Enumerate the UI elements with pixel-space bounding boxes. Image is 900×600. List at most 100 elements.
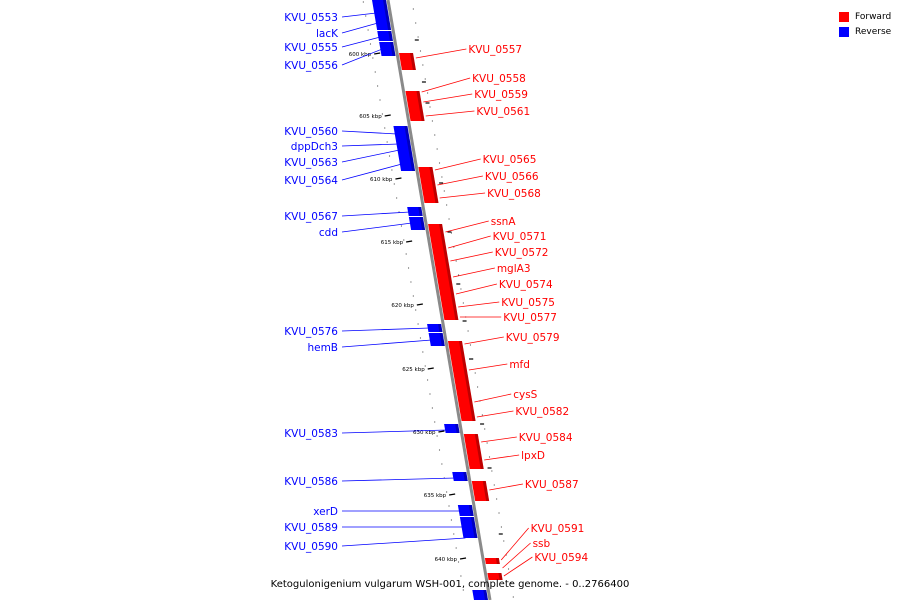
leader-line <box>341 339 432 348</box>
forward-gene-block <box>433 255 450 268</box>
block-shade <box>409 158 416 171</box>
forward-gene-block <box>460 413 476 421</box>
reverse-gene-block <box>444 424 460 433</box>
block-shade <box>416 91 421 96</box>
forward-gene-block <box>418 167 435 178</box>
backbone-dots <box>362 1 514 598</box>
tick-label: 615 kbp <box>381 240 404 246</box>
guide-dot <box>467 330 469 332</box>
block-shade <box>420 112 425 121</box>
forward-gene-label: KVU_0587 <box>525 479 579 491</box>
tick-label: 640 kbp <box>435 557 458 563</box>
guide-dot <box>493 484 495 486</box>
guide-dot <box>407 267 410 269</box>
forward-gene-block <box>430 241 448 255</box>
guide-dot <box>512 596 514 598</box>
guide-dot <box>457 561 460 563</box>
forward-gene-block <box>399 53 416 70</box>
forward-gene-label: KVU_0557 <box>468 44 522 56</box>
guide-dot <box>455 260 457 262</box>
forward-gene-label: KVU_0594 <box>534 552 588 564</box>
forward-gene-label: KVU_0572 <box>495 247 549 259</box>
tick-mark <box>406 240 413 243</box>
block-shade <box>482 481 490 501</box>
guide-dot <box>424 78 426 80</box>
forward-gene-label: KVU_0568 <box>487 188 541 200</box>
block-shade <box>388 31 393 41</box>
forward-gene-label: KVU_0561 <box>476 106 530 118</box>
block-shade <box>418 207 423 216</box>
guide-dot <box>503 540 505 542</box>
block-shade <box>474 434 482 455</box>
block-shade <box>438 324 443 332</box>
reverse-gene-block <box>408 217 426 230</box>
guide-dot <box>431 407 433 409</box>
gene-labels: KVU_0553 lacK KVU_0555 KVU_0556 KVU_0560 dppD… <box>284 12 588 564</box>
leader-line <box>434 158 481 171</box>
guide-dot <box>436 148 438 150</box>
leader-line <box>503 556 533 577</box>
guide-dot <box>496 498 498 500</box>
reverse-gene-label: lacK <box>316 28 339 40</box>
guide-dot <box>424 365 426 367</box>
forward-gene-label: KVU_0566 <box>485 171 539 183</box>
forward-gene-block <box>441 302 458 314</box>
block-shade <box>470 517 478 538</box>
forward-gene-block <box>471 481 490 501</box>
block-shade <box>455 424 460 433</box>
leader-line <box>464 336 504 345</box>
guide-dot <box>469 344 472 346</box>
reverse-gene-label: KVU_0563 <box>284 157 338 169</box>
guide-dot <box>412 295 414 297</box>
leader-line <box>415 48 467 59</box>
tick-label: 625 kbp <box>402 367 425 373</box>
guide-dot <box>498 512 500 514</box>
reverse-gene-block <box>459 517 478 538</box>
block-shade <box>458 341 464 349</box>
forward-gene-block <box>449 349 472 396</box>
leader-line <box>500 527 529 561</box>
block-shade <box>383 0 388 6</box>
reverse-gene-block <box>427 324 443 332</box>
forward-gene-block <box>428 224 445 241</box>
guide-dot <box>455 547 457 549</box>
reverse-gene-label: KVU_0560 <box>284 126 338 138</box>
leader-line <box>341 22 379 34</box>
block-shade <box>439 333 445 346</box>
block-shade <box>419 217 426 230</box>
reverse-swatch <box>839 26 849 37</box>
guide-dot <box>417 36 419 38</box>
guide-dot <box>441 463 443 465</box>
leader-line <box>474 393 512 403</box>
guide-dot <box>417 323 419 325</box>
guide-dot <box>434 421 436 423</box>
guide-dot <box>429 106 431 108</box>
guide-dot <box>419 50 422 52</box>
tick-mark <box>459 557 467 560</box>
guide-dot <box>377 85 379 87</box>
genome-backbone <box>386 0 492 600</box>
reverse-gene-label: xerD <box>313 506 338 518</box>
reverse-gene-block <box>407 207 423 216</box>
guide-dot <box>412 8 414 10</box>
leader-line <box>489 483 523 491</box>
guide-dot <box>486 442 488 444</box>
forward-gene-blocks <box>399 53 503 580</box>
leader-line <box>341 149 400 163</box>
block-shade <box>434 196 439 203</box>
block-shade <box>471 413 476 421</box>
guide-dot <box>448 218 450 220</box>
reverse-gene-label: KVU_0556 <box>284 60 338 72</box>
guide-dot <box>457 274 460 276</box>
block-shade <box>468 505 474 516</box>
block-shade <box>449 287 456 302</box>
legend-reverse-label: Reverse <box>855 26 892 37</box>
leader-line <box>455 283 498 295</box>
guide-dot <box>448 505 450 507</box>
guide-dot <box>438 162 441 164</box>
forward-gene-label: KVU_0574 <box>499 279 553 291</box>
forward-gene-label: KVU_0575 <box>501 297 555 309</box>
guide-dot <box>460 575 462 577</box>
guide-dot <box>369 43 372 45</box>
